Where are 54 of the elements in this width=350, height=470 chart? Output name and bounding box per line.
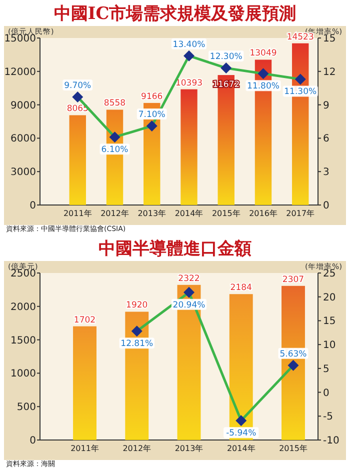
y-tick-label: 2000 xyxy=(10,302,36,313)
x-tick-label: 2015年 xyxy=(279,444,308,453)
y-tick-label: 3000 xyxy=(10,167,36,178)
chart-title: 中國半導體進口金額 xyxy=(98,239,252,259)
x-tick-label: 2015年 xyxy=(212,209,240,218)
y-tick-label: 500 xyxy=(16,402,36,414)
y-tick-label: 12000 xyxy=(4,66,36,78)
y-tick-label: 1000 xyxy=(10,368,36,380)
y-tick-label: 0 xyxy=(30,200,36,212)
y2-tick-label: 25 xyxy=(323,268,336,280)
y2-tick-label: -10 xyxy=(323,436,340,446)
x-tick-label: 2013年 xyxy=(138,209,166,218)
bar xyxy=(180,89,198,205)
data-label: -5.94% xyxy=(226,428,256,439)
y-tick-label: 2500 xyxy=(10,268,36,280)
bar xyxy=(73,326,96,440)
bar xyxy=(69,115,86,205)
x-tick-label: 2011年 xyxy=(63,209,92,218)
y2-tick-label: 9 xyxy=(323,100,330,112)
data-label: 1702 xyxy=(74,315,96,326)
x-tick-label: 2014年 xyxy=(174,209,204,218)
x-tick-label: 2011年 xyxy=(70,444,99,453)
y2-tick-label: 0 xyxy=(323,200,330,212)
y2-tick-label: 5 xyxy=(323,364,330,375)
data-label: 9166 xyxy=(141,92,163,102)
y2-tick-label: 0 xyxy=(323,388,330,399)
x-tick-label: 2017年 xyxy=(286,209,315,218)
x-tick-label: 2016年 xyxy=(249,209,278,218)
y2-tick-label: 15 xyxy=(323,316,336,328)
chart-title: 中國IC市場需求規模及發展預測 xyxy=(54,4,296,24)
y2-tick-label: -5 xyxy=(323,412,333,423)
bar xyxy=(282,286,305,440)
y2-tick-label: 3 xyxy=(323,167,330,178)
x-tick-label: 2014年 xyxy=(226,444,256,453)
x-tick-label: 2012年 xyxy=(122,444,152,453)
y-tick-label: 6000 xyxy=(10,134,36,145)
x-tick-label: 2013年 xyxy=(174,444,204,453)
data-label: 2307 xyxy=(282,274,304,285)
y2-tick-label: 6 xyxy=(323,134,330,145)
y2-tick-label: 15 xyxy=(323,34,336,44)
data-label: 2322 xyxy=(178,274,200,284)
y2-tick-label: 10 xyxy=(323,340,336,352)
data-label: 10393 xyxy=(175,78,203,88)
data-label: 2184 xyxy=(230,283,252,294)
y-tick-label: 15000 xyxy=(4,34,36,44)
x-tick-label: 2012年 xyxy=(100,209,129,218)
y2-tick-label: 12 xyxy=(323,66,336,78)
data-label: 13049 xyxy=(250,48,277,59)
data-label: 8558 xyxy=(104,98,126,109)
y-tick-label: 9000 xyxy=(10,100,36,112)
y2-tick-label: 20 xyxy=(323,292,336,304)
data-label: 1920 xyxy=(126,300,148,311)
y-tick-label: 1500 xyxy=(10,335,36,346)
y-tick-label: 0 xyxy=(30,436,36,446)
